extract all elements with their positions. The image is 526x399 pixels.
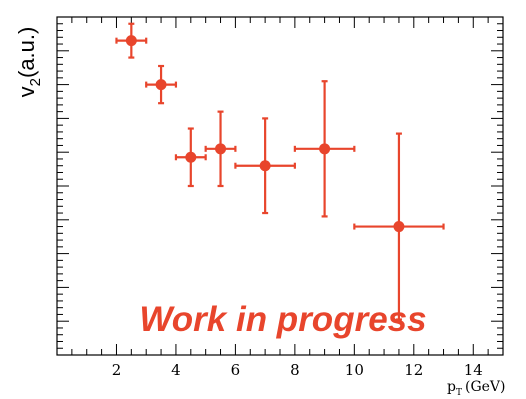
x-ticks: 2 4 6 8 10 12 14 bbox=[56, 17, 504, 379]
y-axis-label-unit: (a.u.) bbox=[14, 27, 39, 78]
x-tick-label: 4 bbox=[171, 361, 181, 379]
data-point bbox=[293, 80, 356, 218]
data-marker bbox=[319, 143, 331, 155]
data-marker bbox=[155, 79, 167, 91]
data-marker bbox=[393, 221, 405, 233]
data-point bbox=[145, 64, 178, 105]
data-marker bbox=[259, 160, 271, 172]
x-axis-label-unit: (GeV) bbox=[465, 379, 506, 395]
y-axis-label-sub: 2 bbox=[27, 78, 44, 86]
data-point bbox=[115, 22, 148, 59]
data-marker bbox=[215, 143, 227, 155]
x-axis-label: pT (GeV) bbox=[447, 379, 506, 398]
x-tick-label: 8 bbox=[290, 361, 300, 379]
data-points bbox=[115, 22, 445, 321]
data-marker bbox=[185, 151, 197, 163]
x-axis-label-sub: T bbox=[456, 388, 462, 398]
data-point bbox=[174, 127, 207, 188]
x-axis-label-main: p bbox=[447, 379, 456, 395]
data-point bbox=[204, 110, 237, 188]
data-point bbox=[353, 132, 445, 321]
y-axis-label-main: v bbox=[14, 86, 39, 97]
x-tick-label: 2 bbox=[112, 361, 122, 379]
annotation-work-in-progress: Work in progress bbox=[139, 300, 426, 339]
data-marker bbox=[125, 35, 137, 47]
y-axis-label: v2(a.u.) bbox=[14, 27, 44, 98]
x-tick-label: 12 bbox=[404, 361, 423, 379]
data-point bbox=[234, 117, 296, 215]
x-tick-label: 6 bbox=[231, 361, 241, 379]
y-ticks bbox=[57, 16, 503, 356]
x-tick-label: 14 bbox=[464, 361, 483, 379]
x-tick-label: 10 bbox=[345, 361, 364, 379]
